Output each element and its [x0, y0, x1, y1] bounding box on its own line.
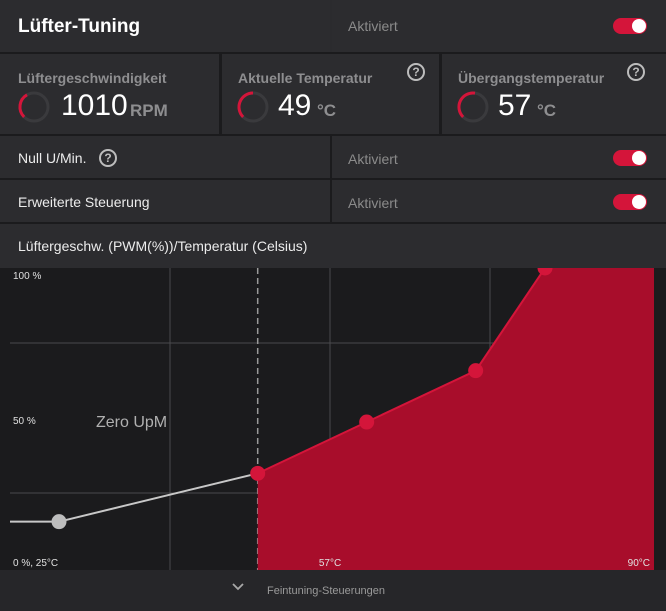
- chart-labels: 100 % 50 % 0 %, 25°C 57°C 90°C Zero UpM: [13, 271, 650, 569]
- curve-idle-segment: [58, 472, 258, 523]
- fan-curve-chart[interactable]: 100 % 50 % 0 %, 25°C 57°C 90°C Zero UpM: [10, 268, 654, 570]
- current-temp-title: Aktuelle Temperatur: [238, 70, 373, 86]
- header-row: Lüfter-Tuning Aktiviert: [0, 0, 666, 52]
- advanced-status-cell: [332, 180, 666, 222]
- zero-rpm-label-cell: [0, 136, 330, 178]
- x-tick-90: 90°C: [628, 558, 650, 569]
- fine-tuning-bar[interactable]: Feintuning-Steuerungen: [0, 570, 666, 611]
- zero-rpm-toggle[interactable]: [613, 150, 647, 166]
- zero-rpm-status-cell: [332, 136, 666, 178]
- chevron-down-icon: [232, 583, 244, 591]
- fine-tuning-label: Feintuning-Steuerungen: [267, 585, 386, 597]
- junction-temp-title: Übergangstemperatur: [458, 70, 605, 86]
- y-tick-50: 50 %: [13, 416, 36, 427]
- zero-rpm-chart-label: Zero UpM: [96, 414, 167, 431]
- fan-tuning-toggle[interactable]: [613, 18, 647, 34]
- fan-speed-value: 1010: [61, 89, 128, 122]
- origin-label: 0 %, 25°C: [13, 558, 58, 569]
- current-temp-help-icon[interactable]: ?: [407, 63, 425, 81]
- fan-curve-area: [10, 268, 654, 570]
- advanced-control-status: Aktiviert: [348, 195, 398, 211]
- junction-temp-gauge-icon: [457, 91, 489, 123]
- fan-speed-gauge-icon: [18, 91, 50, 123]
- page-title: Lüfter-Tuning: [18, 16, 141, 37]
- curve-point-2[interactable]: [250, 465, 266, 481]
- junction-temp-unit: °C: [537, 101, 557, 120]
- junction-temp-value: 57: [498, 89, 532, 122]
- curve-point-5[interactable]: [537, 268, 553, 276]
- y-tick-100: 100 %: [13, 271, 41, 282]
- advanced-control-label: Erweiterte Steuerung: [18, 194, 150, 210]
- zero-rpm-status: Aktiviert: [348, 151, 398, 167]
- fan-curve-points[interactable]: [51, 268, 553, 530]
- metrics-row: Lüftergeschwindigkeit 1010 RPM Aktuelle …: [0, 54, 666, 134]
- header-status: Aktiviert: [348, 18, 398, 34]
- header-title-cell: [0, 0, 330, 52]
- curve-point-1[interactable]: [51, 514, 67, 530]
- curve-area-fill: [257, 268, 654, 570]
- zero-rpm-row: Null U/Min. ? Aktiviert: [0, 136, 666, 178]
- advanced-control-row: Erweiterte Steuerung Aktiviert: [0, 180, 666, 222]
- current-temp-value: 49: [278, 89, 312, 122]
- curve-point-4[interactable]: [468, 363, 484, 379]
- zero-rpm-label: Null U/Min.: [18, 150, 87, 166]
- current-temp-unit: °C: [317, 101, 337, 120]
- x-tick-57: 57°C: [319, 558, 341, 569]
- curve-line: [257, 268, 546, 475]
- advanced-label-cell: [0, 180, 330, 222]
- fan-speed-unit: RPM: [130, 101, 168, 120]
- header-status-cell: [332, 0, 666, 52]
- chart-title: Lüftergeschw. (PWM(%))/Temperatur (Celsi…: [18, 238, 308, 254]
- chart-header-row: [0, 224, 666, 268]
- fan-speed-title: Lüftergeschwindigkeit: [18, 70, 167, 86]
- zero-rpm-help-icon[interactable]: ?: [99, 149, 117, 167]
- curve-point-3[interactable]: [359, 414, 375, 430]
- current-temp-gauge-icon: [237, 91, 269, 123]
- junction-temp-help-icon[interactable]: ?: [627, 63, 645, 81]
- advanced-control-toggle[interactable]: [613, 194, 647, 210]
